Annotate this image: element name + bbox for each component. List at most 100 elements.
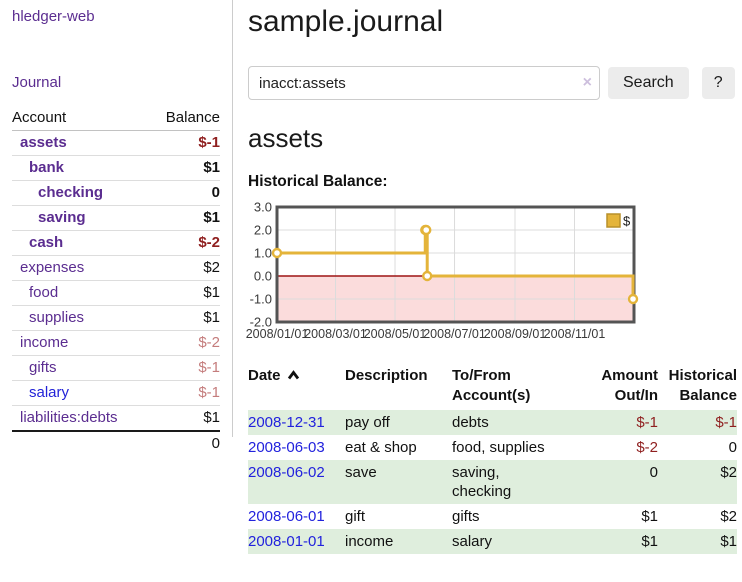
transaction-row: 2008-06-02 save saving, checking 0 $2 [248,460,737,504]
account-balance: $-1 [149,130,220,156]
transaction-accounts: food, supplies [452,439,545,456]
account-row: cash $-2 [12,230,220,256]
transaction-date-link[interactable]: 2008-06-02 [248,464,325,481]
account-row: bank $1 [12,155,220,181]
description-column-header: Description [345,367,428,384]
account-link[interactable]: food [29,284,59,301]
account-row: liabilities:debts $1 [12,405,220,432]
account-link[interactable]: assets [20,134,67,151]
account-link[interactable]: salary [29,384,70,401]
account-balance: $1 [149,280,220,306]
accounts-total-row: 0 [12,430,220,456]
transaction-row: 2008-06-03 eat & shop food, supplies $-2 0 [248,435,737,460]
search-input[interactable] [248,66,600,100]
y-axis-tick-label: 1.0 [254,246,272,261]
brand-link[interactable]: hledger-web [12,8,95,25]
main-content: sample.journal × Search ? assets Histori… [246,0,738,554]
transaction-balance: $-1 [715,414,737,431]
transaction-date-link[interactable]: 2008-12-31 [248,414,325,431]
balance-column-header-register: Historical Balance [668,367,737,404]
transaction-balance: $2 [720,508,737,525]
account-row: checking 0 [12,180,220,206]
transaction-accounts: salary [452,533,493,550]
account-row: salary $-1 [12,380,220,406]
transaction-row: 2008-12-31 pay off debts $-1 $-1 [248,410,737,435]
account-balance: $1 [149,305,220,331]
chart-point [421,224,432,236]
account-row: saving $1 [12,205,220,231]
account-balance: $-2 [149,230,220,256]
x-axis-tick-label: 2008/03/01 [304,327,367,341]
accounts-table-header: Account Balance [12,106,220,131]
chart-point [627,293,639,305]
transaction-date-link[interactable]: 2008-01-01 [248,533,325,550]
transaction-balance: $1 [720,533,737,550]
chart-point [422,270,433,282]
page-title: sample.journal [248,5,444,38]
account-row: assets $-1 [12,130,220,156]
y-axis-tick-label: 3.0 [254,202,272,215]
account-row: gifts $-1 [12,355,220,381]
transaction-balance: 0 [728,439,737,456]
y-axis-tick-label: 0.0 [254,269,272,284]
transaction-description: eat & shop [345,439,417,456]
y-axis-tick-label: -2.0 [250,315,272,330]
account-balance: $2 [149,255,220,281]
accounts-total-value: 0 [149,430,220,456]
account-link[interactable]: income [20,334,69,351]
account-balance: $-2 [149,330,220,356]
account-row: expenses $2 [12,255,220,281]
transaction-balance: $2 [720,464,737,481]
clear-search-icon[interactable]: × [582,74,592,91]
register-table: Date Description To/From Account(s) Amou… [248,364,737,554]
chart-frame [275,205,636,324]
search-form: × Search ? [248,66,738,100]
x-axis-tick-label: 2008/07/01 [423,327,486,341]
transaction-amount: $-2 [636,439,658,456]
account-balance: $1 [149,155,220,181]
transaction-amount: $1 [641,533,658,550]
account-link[interactable]: gifts [29,359,57,376]
x-axis-tick-label: 2008/01/01 [246,327,309,341]
account-link[interactable]: saving [38,209,86,226]
x-axis-tick-label: 2008/11/01 [544,327,606,341]
account-title: assets [248,123,324,153]
transaction-description: save [345,464,377,481]
chart-legend-label: $ [623,214,631,229]
chart-point [271,247,283,259]
account-balance: $-1 [149,355,220,381]
accounts-column-header: To/From Account(s) [452,367,531,404]
transaction-amount: $-1 [636,414,658,431]
account-link[interactable]: expenses [20,259,85,276]
transaction-date-link[interactable]: 2008-06-03 [248,439,325,456]
account-link[interactable]: bank [29,159,65,176]
transaction-amount: $1 [641,508,658,525]
search-button[interactable]: Search [608,67,689,99]
account-balance: 0 [149,180,220,206]
account-link[interactable]: cash [29,234,64,251]
account-balance: $1 [149,405,220,432]
transaction-accounts: gifts [452,508,480,525]
transaction-amount: 0 [649,464,658,481]
transaction-description: gift [345,508,366,525]
account-link[interactable]: supplies [29,309,85,326]
transaction-accounts: saving, checking [452,464,512,500]
x-axis-tick-label: 2008/09/01 [484,327,547,341]
y-axis-tick-label: 2.0 [254,223,272,238]
x-axis-tick-label: 2008/05/01 [364,327,427,341]
sidebar-item-journal[interactable]: Journal [12,74,62,91]
accounts-table: Account Balance assets $-1 bank $1 checking 0… [12,106,220,456]
historical-balance-chart: $3.0 2.0 1.0 0.0 -1.0 -2.0 2008/01/01 2008/03/0… [244,202,714,344]
transaction-date-link[interactable]: 2008-06-01 [248,508,325,525]
account-row: income $-2 [12,330,220,356]
help-button[interactable]: ? [701,67,735,99]
account-link[interactable]: checking [38,184,104,201]
chart-canvas: $3.0 2.0 1.0 0.0 -1.0 -2.02008/01/012008/03/0… [246,202,639,341]
transaction-row: 2008-01-01 income salary $1 $1 [248,529,737,554]
account-balance: $1 [149,205,220,231]
account-link[interactable]: liabilities:debts [20,409,118,426]
account-row: supplies $1 [12,305,220,331]
register-table-header: Date Description To/From Account(s) Amou… [248,364,737,410]
date-column-header[interactable]: Date [248,364,345,410]
y-axis-tick-label: -1.0 [250,292,272,307]
